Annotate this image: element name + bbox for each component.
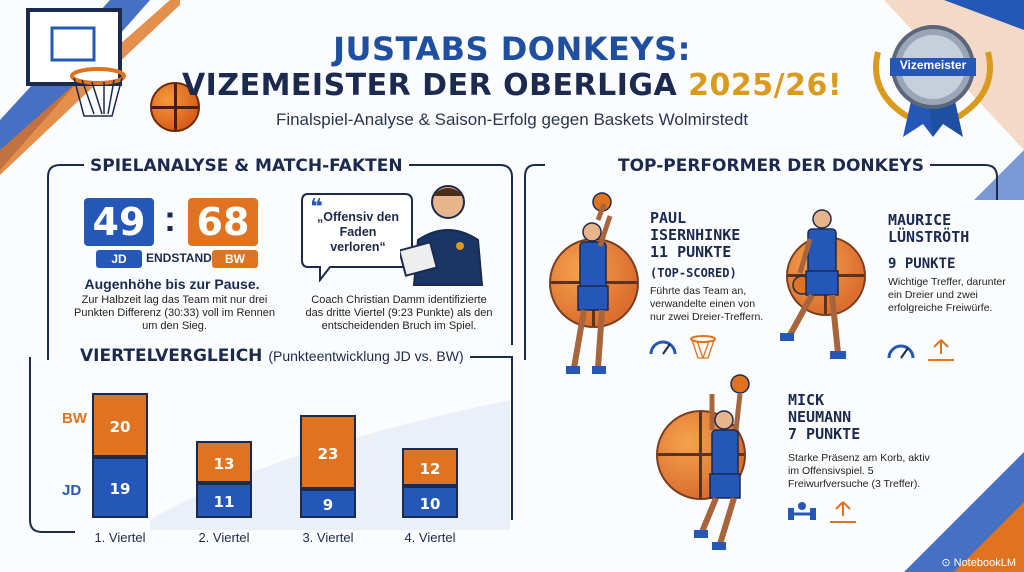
axis-label-jd: JD (62, 482, 82, 499)
player1-last-name: ISERNHINKE (650, 226, 741, 244)
coach-text: Coach Christian Damm identifizierte das … (305, 294, 493, 332)
coach-icon (400, 185, 484, 286)
basketball-icon (549, 238, 639, 328)
page-title-line2: VIZEMEISTER DER OBERLIGA 2025/26! (0, 68, 1024, 103)
player1-first-name: PAUL (650, 209, 687, 227)
player1-desc: Führte das Team an, verwandelte einen vo… (650, 285, 764, 323)
team-home-tag: JD (96, 250, 142, 268)
strength-icon (788, 502, 816, 520)
bar-bw-q1: 20 (92, 393, 148, 457)
player2-desc: Wichtige Treffer, darunter ein Dreier un… (888, 276, 1006, 314)
result-label: ENDSTAND (146, 251, 212, 265)
match-section-title: SPIELANALYSE & MATCH-FAKTEN (84, 156, 409, 176)
page-subtitle: Finalspiel-Analyse & Saison-Erfolg gegen… (275, 110, 749, 129)
bar-jd-q2: 11 (196, 483, 252, 518)
player3-desc: Starke Präsenz am Korb, aktiv im Offensi… (788, 452, 930, 490)
bar-jd-q1: 19 (92, 457, 148, 518)
player2-last-name: LÜNSTRÖTH (888, 228, 970, 246)
bar-bw-q2: 13 (196, 441, 252, 483)
score-separator: : (164, 198, 176, 239)
quarter-label: 2. Viertel (198, 530, 250, 545)
player3-last-name: NEUMANN (788, 408, 852, 426)
gauge-icon (887, 344, 915, 359)
team-away-tag: BW (212, 250, 258, 268)
bar-jd-q3: 9 (300, 489, 356, 518)
quarters-title: VIERTELVERGLEICH (80, 346, 263, 366)
player2-points: 9 PUNKTE (888, 256, 956, 272)
bar-bw-q4: 12 (402, 448, 458, 486)
performers-section-title: TOP-PERFORMER DER DONKEYS (612, 156, 930, 176)
brand-watermark: ⊙ NotebookLM (941, 556, 1016, 569)
quarter-label: 3. Viertel (302, 530, 354, 545)
score-away: 68 (188, 198, 258, 246)
player3-points: 7 PUNKTE (788, 425, 861, 443)
bar-bw-q3: 23 (300, 415, 356, 489)
coach-quote: „Offensiv den Faden verloren“ (317, 210, 399, 254)
brand-label: NotebookLM (953, 557, 1016, 569)
player2-name: MAURICE LÜNSTRÖTH (888, 212, 969, 246)
quarter-label: 4. Viertel (404, 530, 456, 545)
title-year: 2025/26! (688, 68, 843, 103)
score-home: 49 (84, 198, 154, 246)
match-headline: Augenhöhe bis zur Pause. (84, 276, 260, 292)
gauge-icon (649, 340, 677, 355)
player2-first-name: MAURICE (888, 211, 952, 229)
basketball-icon (656, 410, 746, 500)
axis-label-bw: BW (62, 410, 87, 427)
match-text: Zur Halbzeit lag das Team mit nur drei P… (74, 294, 275, 332)
player3-name: MICK NEUMANN 7 PUNKTE (788, 392, 860, 443)
free-throw-icon (928, 339, 954, 361)
title-main: VIZEMEISTER DER OBERLIGA (181, 68, 678, 103)
bar-jd-q4: 10 (402, 486, 458, 518)
medal-label: Vizemeister (899, 58, 967, 72)
brand-icon: ⊙ (941, 557, 954, 569)
quarters-subtitle: (Punkteentwicklung JD vs. BW) (268, 348, 464, 364)
quarters-section-title: VIERTELVERGLEICH (Punkteentwicklung JD v… (74, 346, 470, 366)
basketball-icon (786, 236, 866, 316)
player1-note: (TOP-SCORED) (650, 266, 737, 280)
free-throw-icon (830, 501, 856, 523)
player1-name: PAUL ISERNHINKE 11 PUNKTE (650, 210, 740, 261)
player3-first-name: MICK (788, 391, 825, 409)
basketball-icon (150, 82, 200, 132)
quarter-label: 1. Viertel (94, 530, 146, 545)
hoop-icon (690, 335, 716, 359)
player1-points: 11 PUNKTE (650, 243, 732, 261)
page-title-line1: JUSTABS DONKEYS: (333, 30, 691, 68)
